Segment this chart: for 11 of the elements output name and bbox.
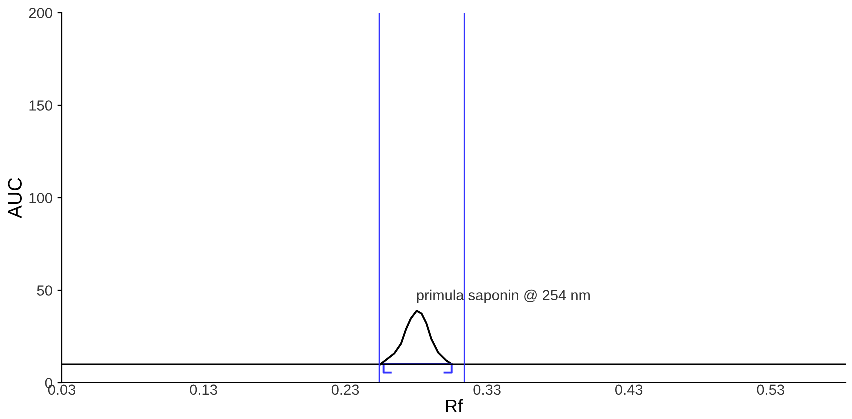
x-tick-label: 0.53 bbox=[757, 384, 784, 396]
y-tick-label: 200 bbox=[29, 8, 52, 18]
y-tick-label: 100 bbox=[30, 193, 52, 204]
x-tick-label: 0.23 bbox=[332, 384, 360, 396]
y-axis-title: AUC bbox=[8, 178, 22, 218]
x-tick-label: 0.33 bbox=[474, 384, 501, 396]
x-axis-title: Rf bbox=[446, 399, 464, 412]
x-tick-label: 0.43 bbox=[615, 384, 643, 396]
y-tick-label: 50 bbox=[37, 286, 52, 296]
x-tick-label: 0.13 bbox=[190, 384, 218, 396]
y-tick-label: 150 bbox=[30, 100, 52, 111]
